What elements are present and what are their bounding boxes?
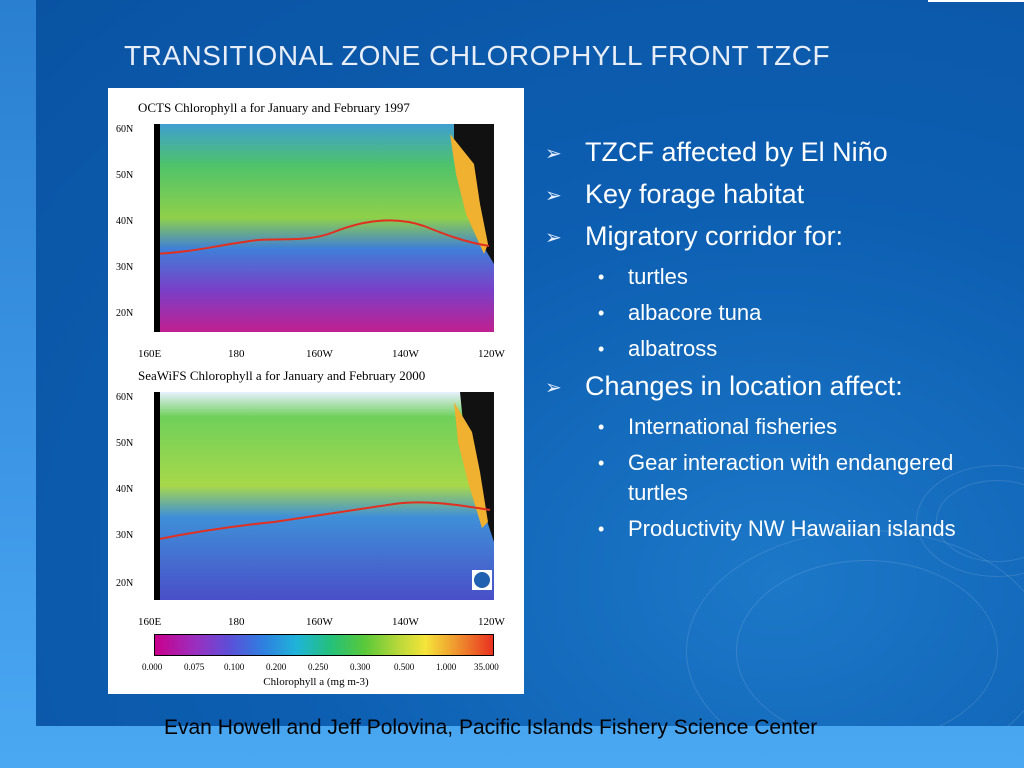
sub-bullet-text: Gear interaction with endangered turtles (628, 450, 954, 505)
lat-label: 50N (116, 170, 134, 181)
lat-label: 50N (116, 438, 134, 449)
colorbar-tick: 0.100 (224, 662, 245, 672)
dot-bullet-icon: • (598, 417, 605, 437)
lat-label: 20N (116, 578, 134, 589)
colorbar-label: Chlorophyll a (mg m-3) (263, 676, 369, 688)
lat-label: 40N (116, 484, 134, 495)
sub-bullet-item: • albacore tuna (545, 298, 975, 328)
lon-label: 160E (138, 616, 162, 628)
sub-bullet-text: albatross (628, 336, 718, 361)
sub-bullet-text: albacore tuna (628, 300, 762, 325)
map2-title: SeaWiFS Chlorophyll a for January and Fe… (138, 368, 426, 383)
lon-label: 180 (228, 616, 245, 628)
arrow-bullet-icon: ➢ (545, 227, 562, 249)
colorbar-tick: 0.250 (308, 662, 329, 672)
colorbar-tick: 0.200 (266, 662, 287, 672)
lon-label: 120W (478, 348, 505, 360)
sub-bullet-item: • albatross (545, 334, 975, 364)
dot-bullet-icon: • (598, 519, 605, 539)
dot-bullet-icon: • (598, 453, 605, 473)
bullet-text: Key forage habitat (585, 179, 805, 209)
lat-label: 60N (116, 124, 134, 135)
lon-label: 160E (138, 348, 162, 360)
lon-label: 140W (392, 348, 419, 360)
lat-label: 60N (116, 392, 134, 403)
colorbar-tick: 35.000 (474, 662, 499, 672)
corner-line (928, 0, 1024, 2)
arrow-bullet-icon: ➢ (545, 185, 562, 207)
lon-label: 160W (306, 348, 333, 360)
noaa-logo (474, 572, 490, 588)
ripple-decoration (686, 530, 1024, 726)
sub-bullet-text: Productivity NW Hawaiian islands (628, 516, 956, 541)
sub-bullet-text: turtles (628, 264, 688, 289)
map1-title: OCTS Chlorophyll a for January and Febru… (138, 100, 410, 115)
bullet-list: ➢ TZCF affected by El Niño ➢ Key forage … (545, 136, 975, 550)
chlorophyll-figure: OCTS Chlorophyll a for January and Febru… (108, 88, 524, 694)
bullet-item: ➢ Migratory corridor for: (545, 220, 975, 252)
sub-bullet-item: • International fisheries (545, 412, 975, 442)
colorbar-tick: 0.500 (394, 662, 415, 672)
lon-label: 120W (478, 616, 505, 628)
lon-label: 140W (392, 616, 419, 628)
arrow-bullet-icon: ➢ (545, 377, 562, 399)
colorbar-tick: 1.000 (436, 662, 457, 672)
bullet-text: Migratory corridor for: (585, 221, 844, 251)
dot-bullet-icon: • (598, 339, 605, 359)
colorbar-tick: 0.000 (142, 662, 163, 672)
bullet-item: ➢ TZCF affected by El Niño (545, 136, 975, 168)
lat-label: 30N (116, 262, 134, 273)
sub-bullet-item: • turtles (545, 262, 975, 292)
sub-bullet-item: • Gear interaction with endangered turtl… (545, 448, 975, 508)
sub-bullet-item: • Productivity NW Hawaiian islands (545, 514, 975, 544)
colorbar-tick: 0.300 (350, 662, 371, 672)
bullet-text: TZCF affected by El Niño (585, 137, 888, 167)
dot-bullet-icon: • (598, 303, 605, 323)
map1-image (154, 124, 494, 332)
lat-label: 30N (116, 530, 134, 541)
map2-image (154, 392, 494, 600)
bullet-text: Changes in location affect: (585, 371, 903, 401)
lat-label: 40N (116, 216, 134, 227)
lon-label: 180 (228, 348, 245, 360)
bullet-item: ➢ Key forage habitat (545, 178, 975, 210)
arrow-bullet-icon: ➢ (545, 143, 562, 165)
dot-bullet-icon: • (598, 267, 605, 287)
lon-label: 160W (306, 616, 333, 628)
sub-bullet-text: International fisheries (628, 414, 838, 439)
slide-title: TRANSITIONAL ZONE CHLOROPHYLL FRONT TZCF (124, 40, 831, 71)
lat-label: 20N (116, 308, 134, 319)
bullet-item: ➢ Changes in location affect: (545, 370, 975, 402)
colorbar-tick: 0.075 (184, 662, 205, 672)
credit-line: Evan Howell and Jeff Polovina, Pacific I… (164, 716, 818, 739)
colorbar (154, 634, 494, 656)
